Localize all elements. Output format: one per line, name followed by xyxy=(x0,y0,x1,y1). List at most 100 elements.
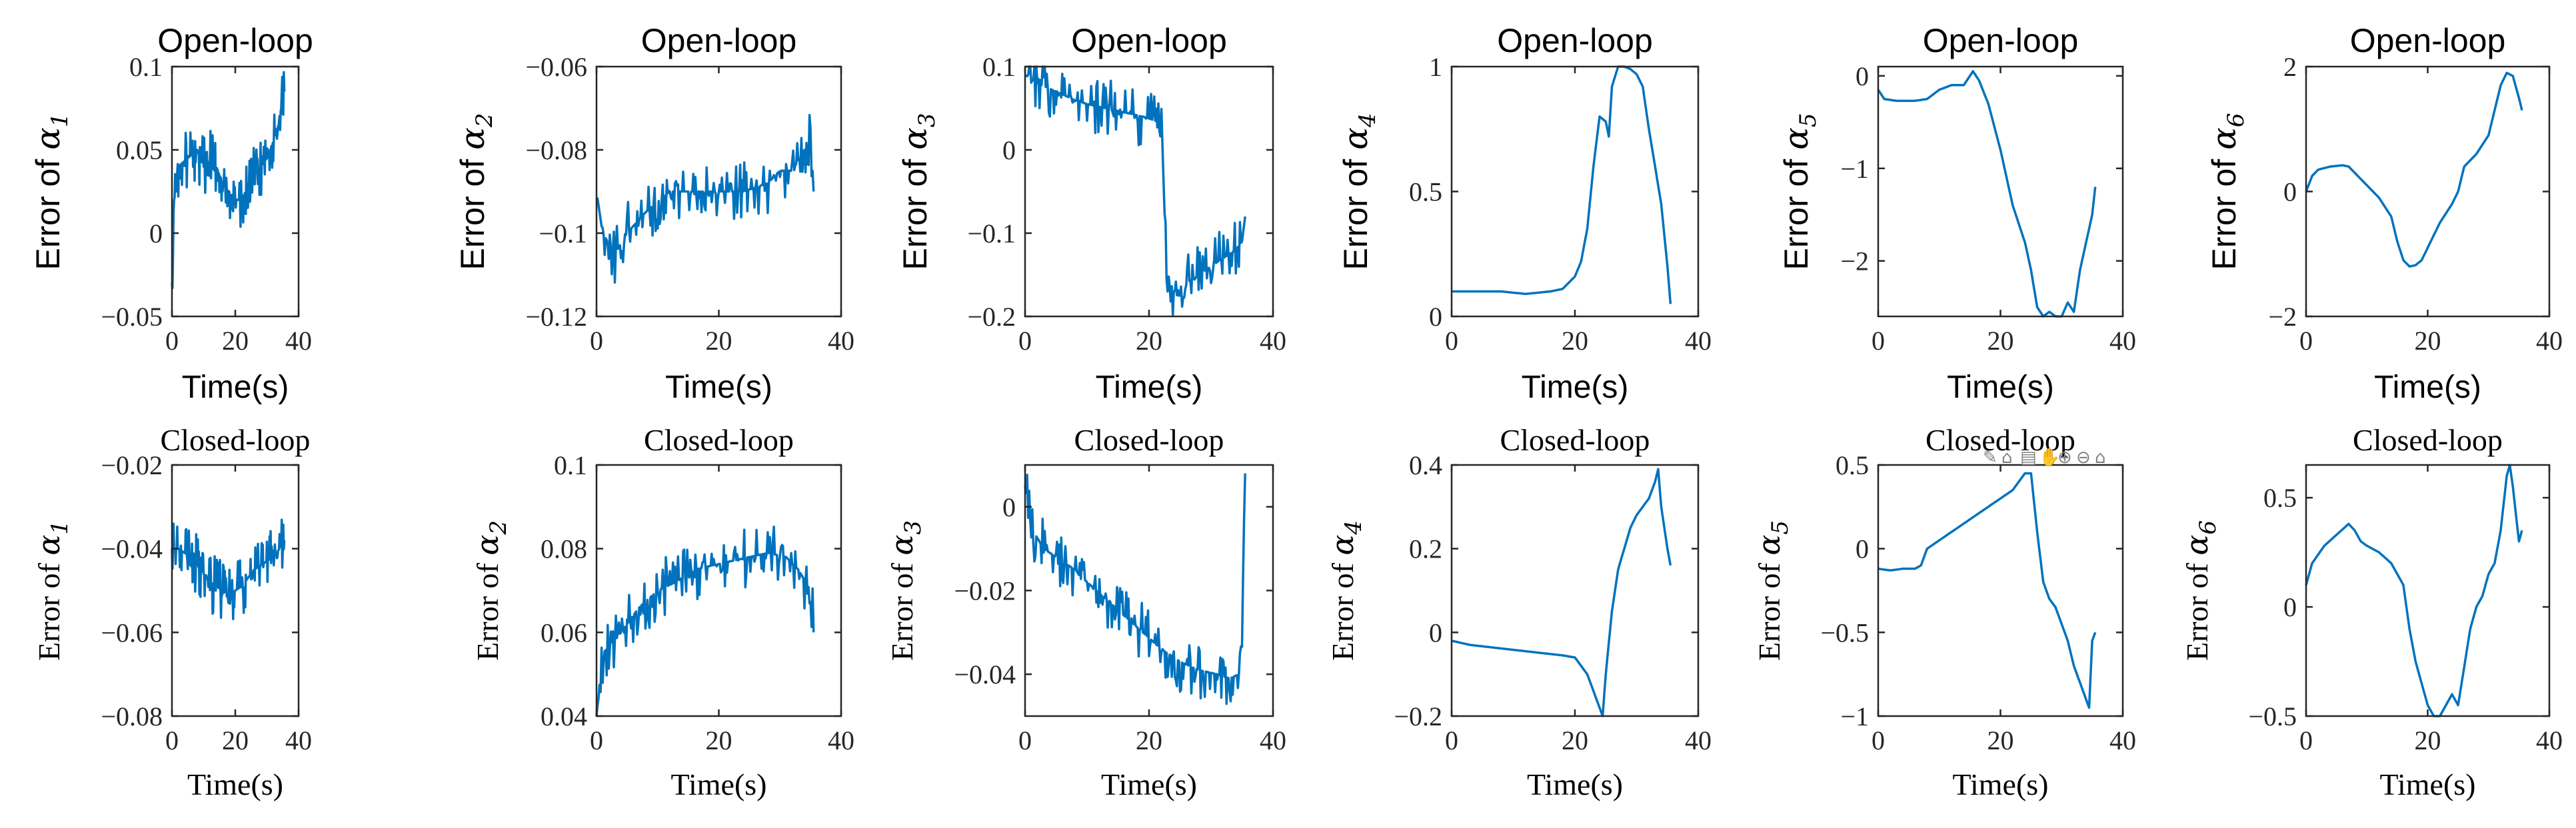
subplot-ol3: 0 20 40 −0.2 −0.1 0 0.1 Open-loop Time(s) Error o… xyxy=(896,22,1286,405)
x-tick-label: 0 xyxy=(165,725,179,755)
y-tick-label: 2 xyxy=(2283,52,2297,82)
axes-box-cl3 xyxy=(1024,464,1274,717)
y-axis-label: Error of α6 xyxy=(2205,113,2249,270)
y-axis-label: Error of α2 xyxy=(453,113,498,270)
y-tick-label: 0.1 xyxy=(129,52,163,82)
y-tick-label: −2 xyxy=(1840,246,1869,276)
y-axis-label: Error of α1 xyxy=(29,113,73,270)
x-tick-label: 20 xyxy=(222,326,249,356)
x-tick-label: 20 xyxy=(1136,326,1162,356)
series-line-ol6 xyxy=(2305,71,2523,268)
y-tick-label: 0 xyxy=(1002,135,1016,165)
x-tick-label: 0 xyxy=(165,326,179,356)
y-tick-label: 0.4 xyxy=(1409,450,1442,480)
zoom-out-icon[interactable]: ⊖ xyxy=(2076,448,2091,468)
pin-icon[interactable]: ⌂ xyxy=(2001,448,2013,468)
chart-title: Closed-loop xyxy=(2353,423,2503,457)
x-axis-label: Time(s) xyxy=(2380,767,2476,801)
series-line-ol3 xyxy=(1024,65,1246,316)
chart-title: Closed-loop xyxy=(1500,423,1650,457)
x-tick-label: 0 xyxy=(2299,725,2313,755)
series-line-cl2 xyxy=(595,526,815,717)
x-axis-label: Time(s) xyxy=(1947,370,2054,405)
x-tick-label: 0 xyxy=(1018,326,1032,356)
subplot-ol2: 0 20 40 −0.12 −0.1 −0.08 −0.06 Open-loop Time(s)… xyxy=(453,22,854,405)
chart-title: Open-loop xyxy=(1071,22,1227,59)
y-tick-label: −0.08 xyxy=(101,701,163,731)
x-tick-label: 0 xyxy=(1445,725,1458,755)
x-tick-label: 40 xyxy=(1685,725,1712,755)
y-tick-label: 0.05 xyxy=(116,135,163,165)
y-tick-label: 0 xyxy=(1002,492,1016,522)
y-tick-label: −0.06 xyxy=(525,52,587,82)
hand-pan-icon[interactable]: ✋ xyxy=(2039,447,2060,468)
chart-title: Open-loop xyxy=(157,22,313,59)
series-line-ol5 xyxy=(1877,70,2097,318)
x-tick-label: 40 xyxy=(285,326,312,356)
y-tick-label: −0.5 xyxy=(1820,618,1869,647)
y-tick-label: −0.1 xyxy=(539,218,587,248)
save-icon[interactable]: ▤ xyxy=(2020,448,2037,468)
y-tick-label: 0 xyxy=(1429,302,1442,332)
x-tick-label: 20 xyxy=(2415,326,2441,356)
subplot-ol5: 0 20 40 −2 −1 0 Open-loop Time(s) Error of α5 xyxy=(1777,22,2136,405)
y-tick-label: 0.5 xyxy=(1409,177,1442,207)
x-tick-label: 0 xyxy=(1872,725,1885,755)
x-axis-label: Time(s) xyxy=(1522,370,1629,405)
series-line-ol1 xyxy=(171,71,286,290)
subplot-cl2: 0 20 40 0.04 0.06 0.08 0.1 Closed-loop Time(s) Er… xyxy=(469,423,854,801)
axes-box-cl5 xyxy=(1877,464,2124,717)
y-tick-label: 0 xyxy=(2283,592,2297,622)
x-tick-label: 20 xyxy=(1136,725,1162,755)
y-tick-label: 0 xyxy=(1856,534,1869,564)
y-tick-label: −0.04 xyxy=(954,659,1016,689)
x-axis-label: Time(s) xyxy=(2374,370,2481,405)
series-line-cl3 xyxy=(1024,473,1246,705)
x-tick-label: 20 xyxy=(1562,725,1588,755)
x-axis-label: Time(s) xyxy=(187,767,283,801)
axes-box-cl6 xyxy=(2305,464,2551,717)
axes-box-ol5 xyxy=(1877,65,2124,318)
x-tick-label: 40 xyxy=(1260,725,1286,755)
y-tick-label: 0.2 xyxy=(1409,534,1442,564)
subplot-ol1: 0 20 40−0.0500.050.1Open-loopTime(s)Error … xyxy=(29,22,313,405)
x-axis-label: Time(s) xyxy=(665,370,772,405)
y-tick-label: 1 xyxy=(1429,52,1442,82)
y-axis-label: Error of α5 xyxy=(1777,113,1822,270)
zoom-in-icon[interactable]: ⊕ xyxy=(2057,448,2072,468)
y-axis-label: Error of α1 xyxy=(31,520,73,661)
chart-title: Open-loop xyxy=(1923,22,2079,59)
y-tick-label: −0.2 xyxy=(967,302,1016,332)
x-tick-label: 40 xyxy=(2536,326,2563,356)
y-tick-label: 0 xyxy=(1429,618,1442,647)
y-tick-label: 0.04 xyxy=(541,701,587,731)
axes-toolbar[interactable]: ✎ ⌂ ▤ ✋⊕ ⊖ ⌂ xyxy=(1983,447,2106,468)
y-tick-label: 0 xyxy=(2283,177,2297,207)
y-axis-label: Error of α2 xyxy=(469,520,512,661)
pencil-icon[interactable]: ✎ xyxy=(1983,448,1997,468)
y-tick-label: −0.02 xyxy=(101,450,163,480)
x-tick-label: 0 xyxy=(1872,326,1885,356)
x-tick-label: 0 xyxy=(590,725,603,755)
axes-box-ol6 xyxy=(2305,65,2551,318)
y-tick-label: 0.1 xyxy=(554,450,587,480)
x-tick-label: 20 xyxy=(222,725,249,755)
y-axis-label: Error of α3 xyxy=(896,113,940,270)
chart-title: Closed-loop xyxy=(1926,423,2075,457)
subplot-cl5: 0 20 40 −1 −0.5 0 0.5 Closed-loop Time(s) Error o… xyxy=(1751,423,2136,801)
y-tick-label: −0.04 xyxy=(101,534,163,564)
x-tick-label: 40 xyxy=(1260,326,1286,356)
y-tick-label: −0.05 xyxy=(101,302,163,332)
x-tick-label: 40 xyxy=(285,725,312,755)
x-tick-label: 40 xyxy=(2536,725,2563,755)
chart-title: Open-loop xyxy=(1497,22,1653,59)
x-tick-label: 0 xyxy=(1018,725,1032,755)
y-tick-label: −2 xyxy=(2268,302,2297,332)
chart-title: Closed-loop xyxy=(1074,423,1224,457)
y-axis-label: Error of α5 xyxy=(1751,520,1794,661)
y-axis-label: Error of α4 xyxy=(1336,113,1381,270)
home-icon[interactable]: ⌂ xyxy=(2095,448,2106,468)
y-axis-label: Error of α3 xyxy=(884,520,926,661)
